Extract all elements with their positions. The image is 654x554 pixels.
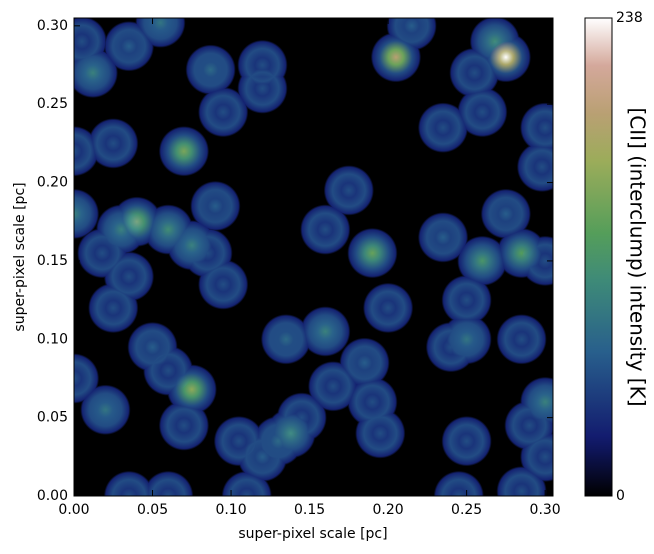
blob bbox=[496, 466, 547, 496]
y-tick-label: 0.15 bbox=[37, 253, 68, 269]
blob bbox=[190, 180, 241, 232]
blob bbox=[520, 102, 553, 153]
blob bbox=[480, 188, 532, 240]
colorbar-tick-label: 238 bbox=[616, 10, 643, 26]
blob bbox=[386, 18, 437, 51]
y-axis-label: super-pixel scale [pc] bbox=[12, 182, 28, 331]
blob bbox=[260, 314, 312, 365]
x-tick-label: 0.25 bbox=[451, 502, 482, 518]
blob bbox=[143, 470, 194, 496]
x-tick-label: 0.00 bbox=[58, 502, 89, 518]
blob bbox=[300, 204, 351, 255]
blob bbox=[347, 227, 398, 279]
blob bbox=[103, 470, 155, 496]
blob bbox=[362, 282, 414, 334]
colorbar bbox=[584, 17, 613, 497]
blob bbox=[520, 235, 553, 287]
blob bbox=[185, 44, 236, 95]
blob bbox=[339, 337, 390, 388]
blob bbox=[355, 408, 406, 459]
axes: 0.00 0.05 0.10 0.15 0.20 0.25 0.30 0.00 0.05 0.10… bbox=[37, 10, 643, 518]
blob bbox=[80, 384, 131, 435]
x-tick-label: 0.20 bbox=[373, 502, 404, 518]
y-tick-label: 0.25 bbox=[37, 96, 68, 112]
blob bbox=[417, 102, 469, 153]
colorbar-label: [CII] (interclump) intensity [K] bbox=[626, 107, 650, 406]
heatmap bbox=[74, 18, 553, 496]
blob bbox=[457, 235, 508, 287]
y-tick-label: 0.10 bbox=[37, 331, 68, 347]
blob bbox=[441, 314, 492, 365]
blob bbox=[417, 212, 469, 263]
y-tick-label: 0.30 bbox=[37, 18, 68, 34]
plot-frame bbox=[73, 17, 554, 497]
x-axis-label: super-pixel scale [pc] bbox=[238, 526, 387, 542]
x-tick-label: 0.30 bbox=[530, 502, 561, 518]
blob bbox=[496, 314, 547, 365]
blob bbox=[221, 470, 272, 496]
blob bbox=[88, 282, 139, 334]
blob bbox=[198, 259, 249, 310]
y-tick-label: 0.05 bbox=[37, 410, 68, 426]
y-tick-label: 0.20 bbox=[37, 175, 68, 191]
blob bbox=[433, 470, 484, 496]
blob bbox=[74, 47, 118, 98]
blob bbox=[457, 86, 508, 138]
y-tick-label: 0.00 bbox=[37, 488, 68, 504]
blob bbox=[237, 63, 288, 114]
blob bbox=[323, 165, 374, 216]
blob bbox=[441, 416, 492, 467]
x-tick-label: 0.05 bbox=[137, 502, 168, 518]
blob bbox=[449, 47, 500, 98]
x-tick-label: 0.10 bbox=[215, 502, 246, 518]
blob bbox=[516, 141, 553, 193]
blob bbox=[441, 274, 492, 326]
blob bbox=[158, 400, 210, 451]
blob bbox=[88, 118, 139, 169]
blob bbox=[135, 18, 186, 48]
x-tick-label: 0.15 bbox=[294, 502, 325, 518]
colorbar-tick-label: 0 bbox=[616, 488, 625, 504]
blob bbox=[300, 306, 351, 357]
blob bbox=[198, 86, 249, 138]
blob bbox=[74, 188, 100, 240]
blob bbox=[158, 126, 210, 177]
blob bbox=[276, 392, 327, 443]
